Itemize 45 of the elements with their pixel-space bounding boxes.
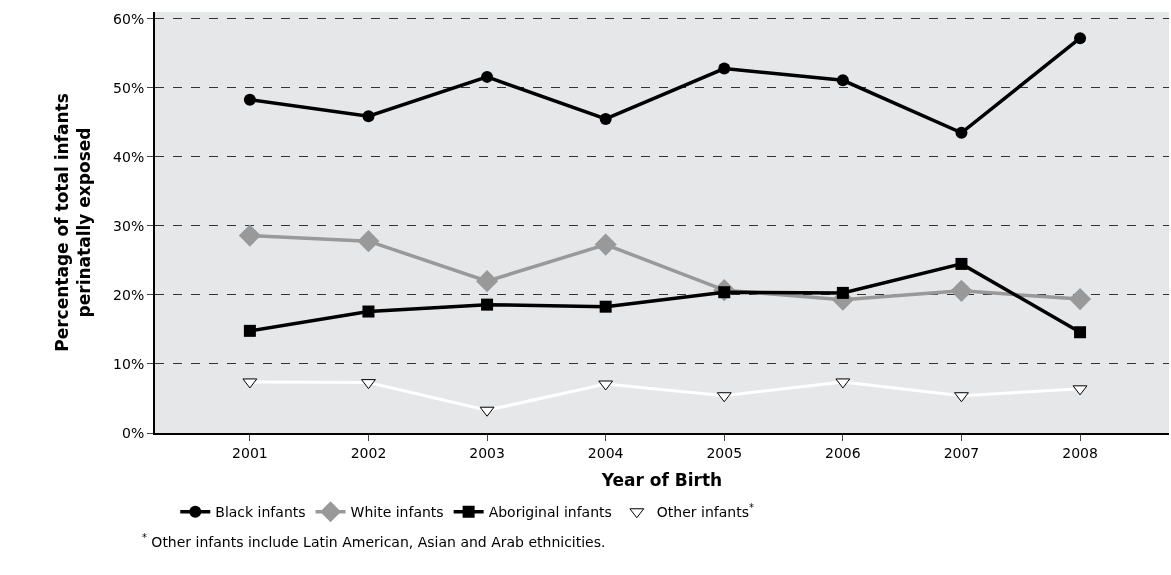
point <box>357 230 380 253</box>
point <box>955 257 968 270</box>
y-axis-title: Percentage of total infants perinatally exposed <box>52 93 95 352</box>
y-tick-label: 50% <box>113 79 145 96</box>
y-tick-label: 20% <box>113 286 145 303</box>
legend-label: White infants <box>350 504 444 521</box>
point <box>1069 288 1092 311</box>
point <box>836 286 849 299</box>
x-axis-title: Year of Birth <box>600 469 723 490</box>
point <box>718 62 731 75</box>
legend-label: Black infants <box>215 504 306 521</box>
point <box>238 224 261 247</box>
legend-label: Other infants$^{*}$ <box>656 502 754 521</box>
x-tick-label: 2003 <box>469 444 505 461</box>
point <box>243 324 256 337</box>
y-tick-label: 0% <box>121 424 145 441</box>
y-tick-label: 10% <box>113 355 145 372</box>
point <box>836 74 849 87</box>
point <box>594 233 617 256</box>
point <box>362 110 375 123</box>
x-tick-label: 2005 <box>706 444 743 461</box>
x-tick-label: 2002 <box>350 444 387 461</box>
y-tick-label: 30% <box>113 217 145 234</box>
x-tick-label: 2004 <box>587 444 624 461</box>
point <box>476 270 499 293</box>
y-tick-label: 60% <box>113 10 145 27</box>
point <box>955 126 968 139</box>
x-tick-label: 2006 <box>825 444 861 461</box>
point <box>361 379 376 390</box>
x-tick-label: 2007 <box>943 444 980 461</box>
point <box>1074 326 1087 339</box>
point <box>362 305 375 318</box>
text: $^{*}$ Other infants include Latin American, Asian and Arab ethnicities. <box>142 532 606 550</box>
point <box>954 392 969 403</box>
point <box>599 112 612 125</box>
y-tick-label: 40% <box>113 148 145 165</box>
x-tick-label: 2001 <box>232 444 268 461</box>
point <box>481 70 494 83</box>
point <box>481 298 494 311</box>
point <box>950 279 973 302</box>
point <box>243 93 256 106</box>
legend-label: Aboriginal infants <box>488 504 612 521</box>
point <box>1074 32 1087 45</box>
x-tick-label: 2008 <box>1062 444 1098 461</box>
point <box>599 300 612 313</box>
